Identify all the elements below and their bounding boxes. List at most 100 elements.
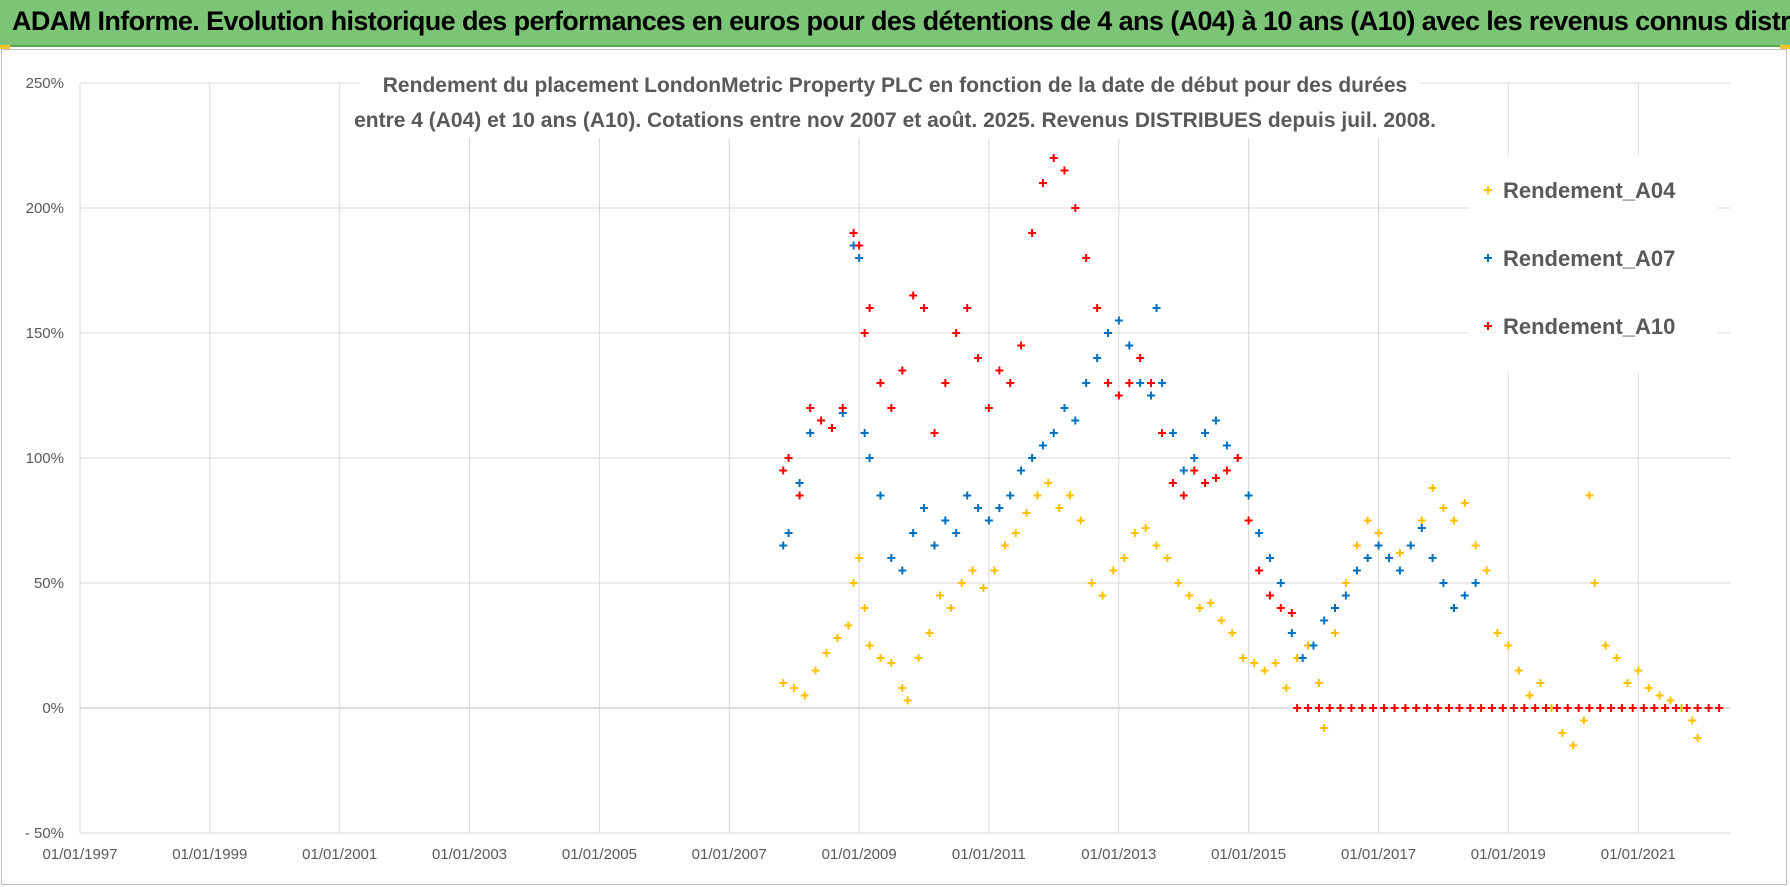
legend-marker bbox=[1484, 322, 1492, 330]
data-point bbox=[1315, 704, 1324, 712]
data-point bbox=[1552, 704, 1561, 712]
data-point bbox=[1233, 454, 1242, 462]
data-point bbox=[1244, 516, 1253, 525]
x-tick-label: 01/01/1999 bbox=[172, 846, 247, 863]
data-point bbox=[822, 649, 831, 657]
data-point bbox=[1147, 379, 1156, 387]
data-point bbox=[1298, 654, 1307, 662]
x-tick-label: 01/01/1997 bbox=[42, 846, 117, 863]
legend: Rendement_A04 Rendement_A07 Rendement_A10 bbox=[1468, 155, 1718, 373]
data-point bbox=[1174, 579, 1183, 587]
data-point bbox=[1460, 499, 1469, 507]
x-tick-label: 01/01/2017 bbox=[1341, 846, 1416, 863]
data-point bbox=[930, 541, 939, 550]
data-point bbox=[1390, 704, 1399, 712]
data-point bbox=[795, 479, 804, 487]
data-point bbox=[1401, 704, 1410, 712]
data-point bbox=[1563, 704, 1572, 712]
data-point bbox=[1044, 479, 1053, 487]
data-point bbox=[1211, 416, 1220, 425]
data-point bbox=[1293, 704, 1302, 712]
data-point bbox=[1634, 666, 1643, 675]
data-point bbox=[1158, 379, 1167, 387]
data-point bbox=[1341, 591, 1350, 600]
data-point bbox=[817, 416, 826, 425]
data-point bbox=[1514, 666, 1523, 675]
data-point bbox=[1093, 304, 1102, 312]
data-point bbox=[806, 404, 815, 412]
data-point bbox=[784, 529, 793, 537]
data-point bbox=[1130, 529, 1139, 537]
data-point bbox=[800, 691, 809, 700]
data-point bbox=[1644, 684, 1653, 692]
data-point bbox=[1428, 554, 1437, 562]
data-point bbox=[1623, 679, 1632, 687]
data-point bbox=[1352, 566, 1361, 575]
data-point bbox=[833, 634, 842, 642]
data-point bbox=[876, 654, 885, 662]
data-point bbox=[1590, 579, 1599, 587]
data-point bbox=[790, 684, 799, 692]
data-point bbox=[1579, 716, 1588, 725]
data-point bbox=[1395, 566, 1404, 575]
data-point bbox=[865, 641, 874, 650]
data-point bbox=[1374, 541, 1383, 550]
data-point bbox=[1179, 491, 1188, 500]
data-point bbox=[1509, 704, 1518, 712]
data-point bbox=[1650, 704, 1659, 712]
data-point bbox=[920, 304, 929, 312]
data-point bbox=[1147, 391, 1156, 400]
data-point bbox=[887, 404, 896, 412]
data-point bbox=[1098, 591, 1107, 600]
data-point bbox=[957, 579, 966, 587]
data-point bbox=[838, 404, 847, 412]
data-point bbox=[1612, 654, 1621, 662]
data-point bbox=[1260, 666, 1269, 675]
data-point bbox=[1363, 516, 1372, 525]
y-tick-label: 50% bbox=[34, 575, 64, 592]
data-point bbox=[1493, 629, 1502, 637]
corner-mark-left bbox=[0, 45, 10, 49]
data-point bbox=[1055, 504, 1064, 512]
data-point bbox=[1038, 179, 1047, 187]
legend-marker bbox=[1484, 254, 1492, 262]
data-point bbox=[898, 566, 907, 575]
data-point bbox=[1190, 454, 1199, 462]
data-point bbox=[984, 516, 993, 525]
data-point bbox=[1433, 704, 1442, 712]
data-point bbox=[903, 696, 912, 705]
x-tick-label: 01/01/2001 bbox=[302, 846, 377, 863]
y-tick-label: - 50% bbox=[25, 825, 64, 842]
y-tick-label: 100% bbox=[26, 450, 64, 467]
data-point bbox=[827, 424, 836, 432]
data-point bbox=[1222, 441, 1231, 450]
x-tick-label: 01/01/2003 bbox=[432, 846, 507, 863]
corner-mark-right bbox=[1780, 45, 1790, 49]
data-point bbox=[1255, 566, 1264, 575]
data-point bbox=[952, 529, 961, 537]
data-point bbox=[1250, 659, 1259, 667]
data-point bbox=[806, 429, 815, 437]
data-point bbox=[1320, 616, 1329, 625]
data-point bbox=[1038, 441, 1047, 450]
data-point bbox=[1287, 609, 1296, 617]
data-point bbox=[1347, 704, 1356, 712]
data-point bbox=[1152, 304, 1161, 312]
data-point bbox=[1466, 704, 1475, 712]
data-point bbox=[1331, 604, 1340, 612]
data-point bbox=[1017, 466, 1026, 475]
data-point bbox=[952, 329, 961, 337]
data-point bbox=[1715, 704, 1724, 712]
data-point bbox=[1000, 541, 1009, 550]
data-point bbox=[1244, 491, 1253, 500]
data-point bbox=[963, 304, 972, 312]
data-point bbox=[1163, 554, 1172, 562]
data-point bbox=[1487, 704, 1496, 712]
data-point bbox=[1412, 704, 1421, 712]
data-point bbox=[1320, 724, 1329, 732]
y-tick-label: 250% bbox=[26, 75, 64, 92]
data-point bbox=[1336, 704, 1345, 712]
data-point bbox=[941, 516, 950, 525]
data-point bbox=[1271, 659, 1280, 667]
y-tick-label: 150% bbox=[26, 325, 64, 342]
